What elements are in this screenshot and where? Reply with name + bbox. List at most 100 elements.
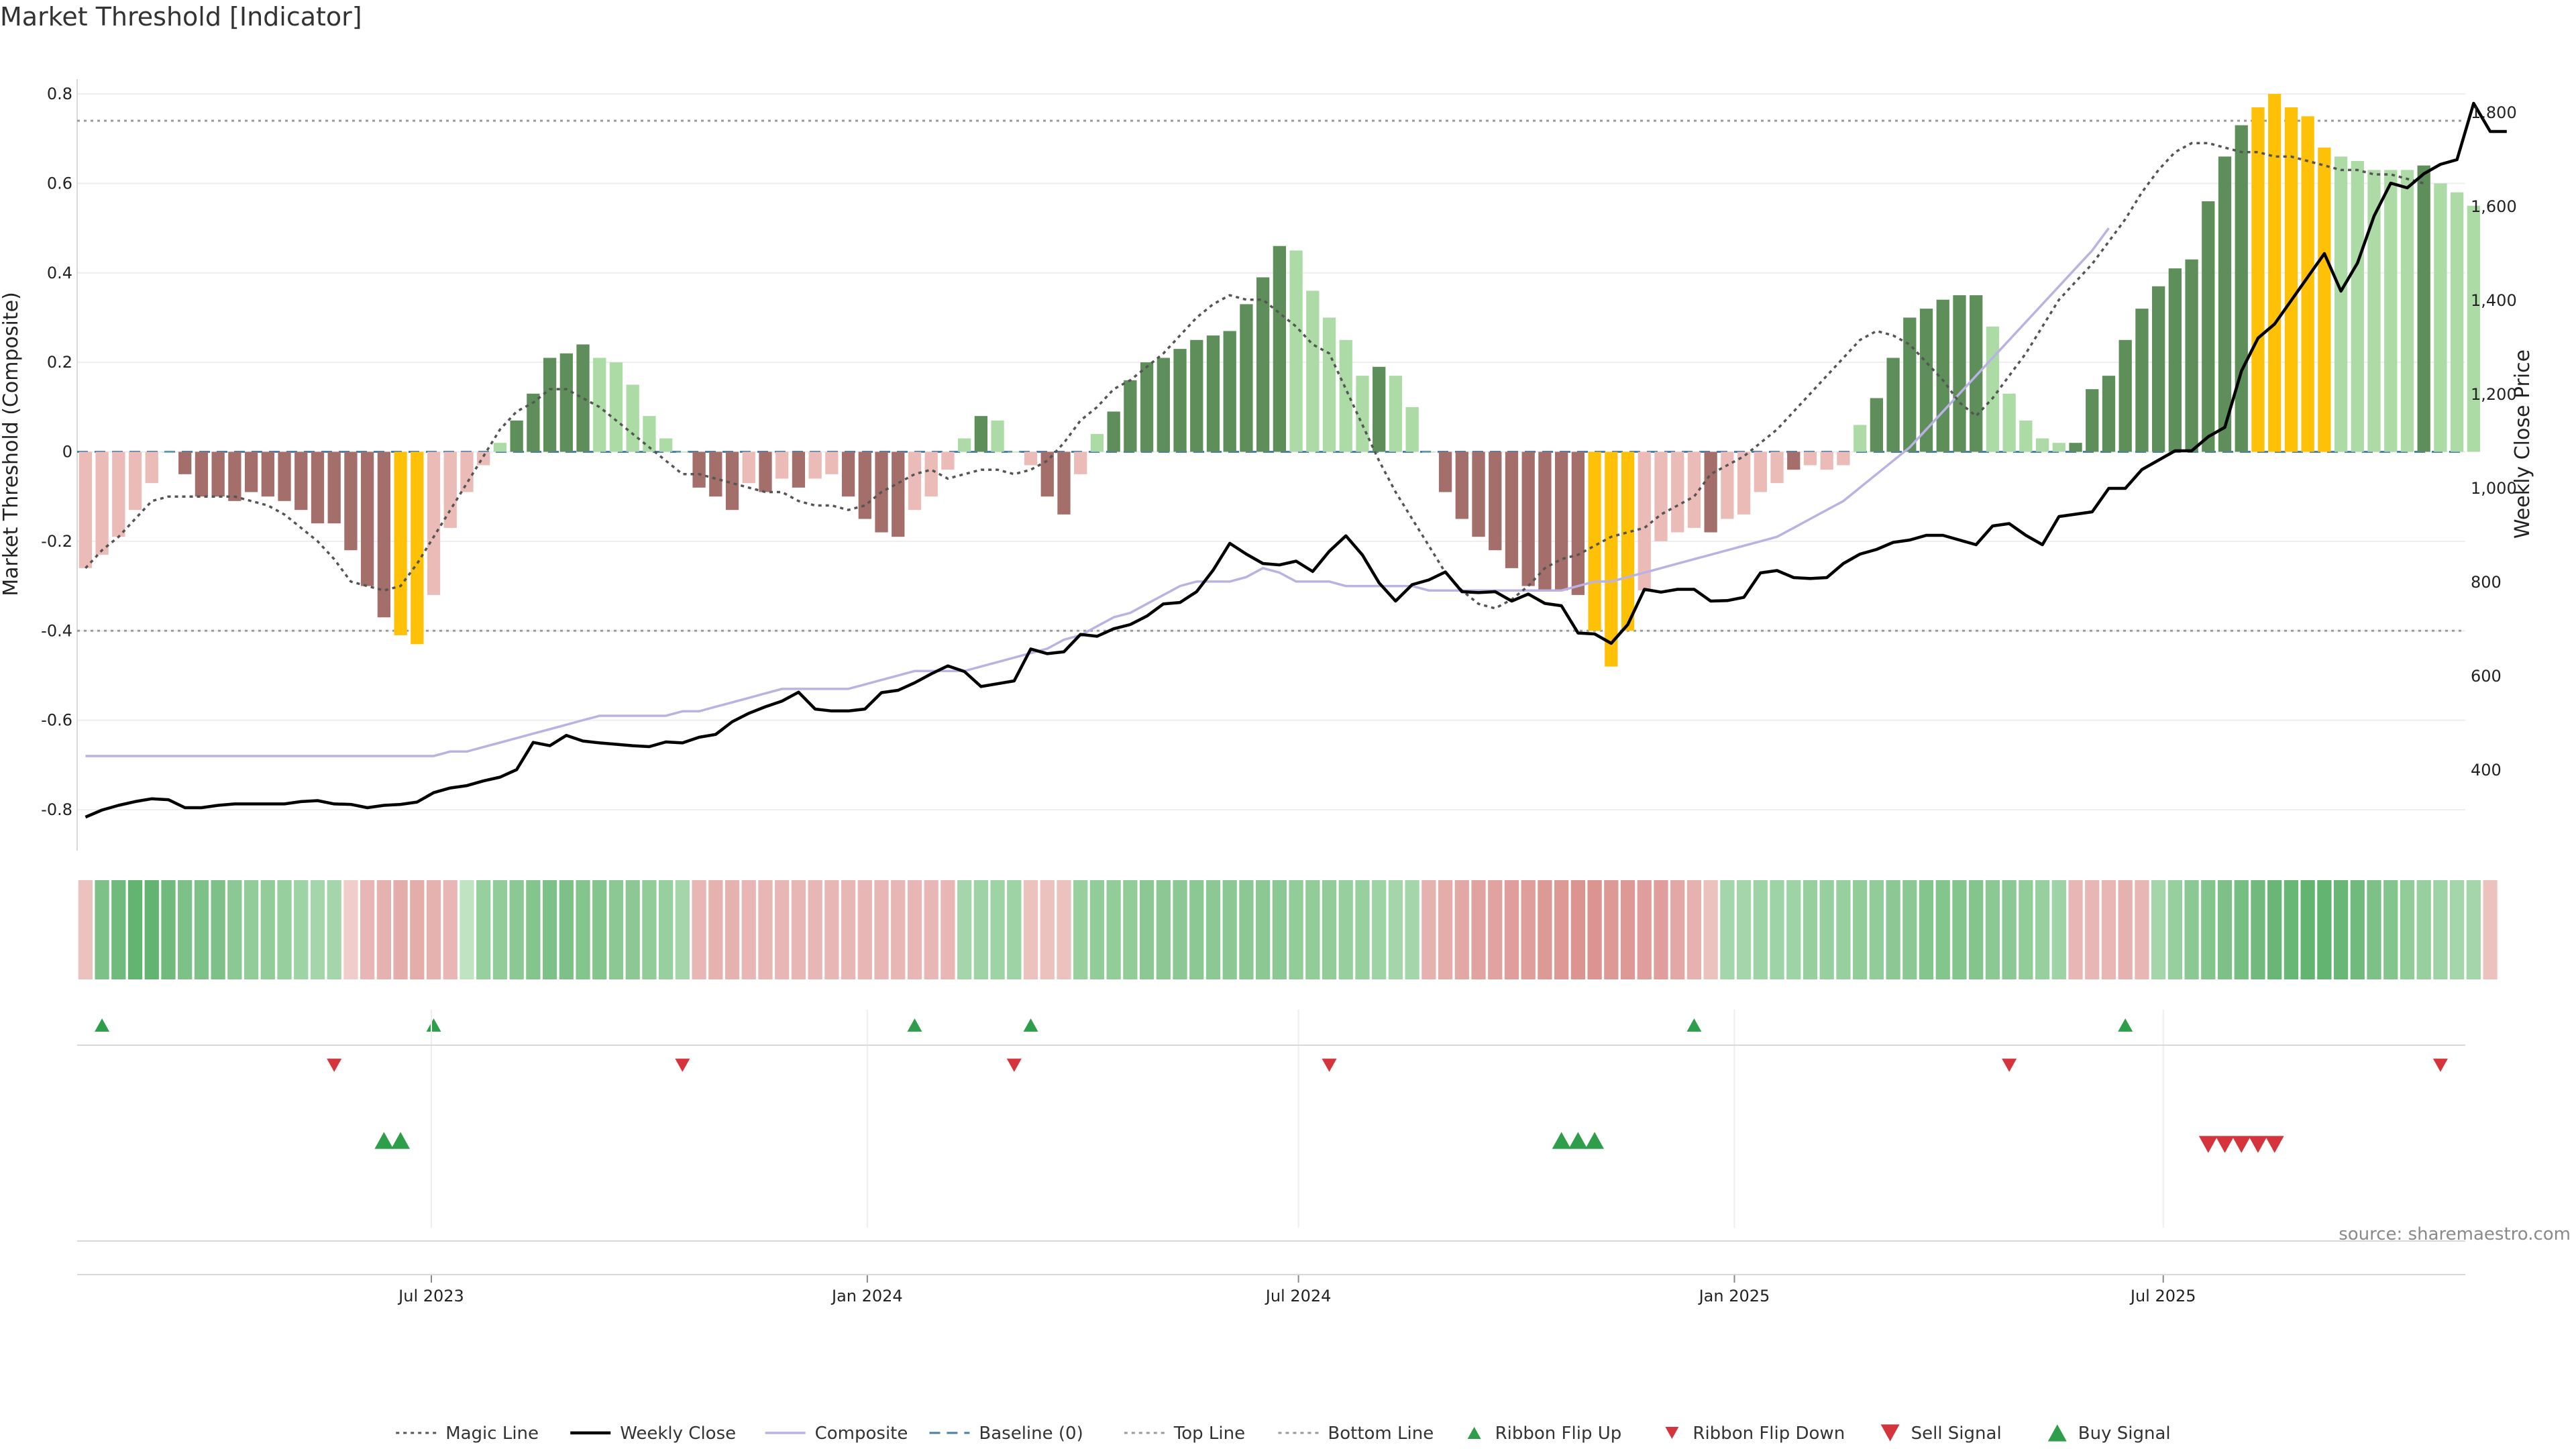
ribbon-cell-53 bbox=[957, 880, 972, 979]
composite-bar-0 bbox=[78, 451, 93, 568]
composite-bar-14 bbox=[311, 451, 325, 524]
composite-bar-142 bbox=[2434, 183, 2447, 452]
composite-bar-66 bbox=[1173, 349, 1187, 452]
y-tick-left-1: 0.6 bbox=[47, 174, 72, 193]
composite-bar-80 bbox=[1405, 407, 1419, 452]
composite-bar-97 bbox=[1687, 451, 1701, 528]
ribbon-cell-50 bbox=[907, 880, 922, 979]
ribbon-cell-131 bbox=[2251, 880, 2265, 979]
composite-bar-45 bbox=[825, 451, 839, 474]
ribbon-cell-58 bbox=[1040, 880, 1055, 979]
composite-bar-29 bbox=[559, 353, 573, 452]
composite-bar-7 bbox=[195, 451, 209, 497]
ribbon-cell-9 bbox=[227, 880, 242, 979]
ribbon-cell-134 bbox=[2300, 880, 2315, 979]
ribbon-cell-45 bbox=[824, 880, 839, 979]
composite-bar-84 bbox=[1472, 451, 1485, 537]
buy-signal-2 bbox=[1552, 1132, 1571, 1149]
ribbon-cell-42 bbox=[775, 880, 790, 979]
ribbon-cell-124 bbox=[2135, 880, 2149, 979]
ribbon-flip-up-2 bbox=[907, 1018, 922, 1032]
composite-bar-105 bbox=[1820, 451, 1833, 470]
composite-bar-36 bbox=[676, 451, 690, 453]
sell-signal-0 bbox=[2198, 1136, 2218, 1153]
x-tick-label-3: Jan 2025 bbox=[1698, 1287, 1770, 1305]
ribbon-cell-67 bbox=[1189, 880, 1204, 979]
composite-bar-8 bbox=[211, 451, 225, 497]
y-tick-right-1: 1,600 bbox=[2471, 197, 2517, 216]
ribbon-cell-44 bbox=[808, 880, 822, 979]
ribbon-cell-145 bbox=[2483, 880, 2498, 979]
x-tick-label-1: Jan 2024 bbox=[830, 1287, 903, 1305]
ribbon-cell-25 bbox=[492, 880, 508, 979]
legend-item-6: Ribbon Flip Up bbox=[1467, 1424, 1621, 1444]
composite-bar-91 bbox=[1588, 451, 1601, 631]
composite-bar-106 bbox=[1837, 451, 1850, 466]
composite-bar-63 bbox=[1124, 380, 1137, 452]
composite-bar-28 bbox=[543, 358, 557, 452]
composite-bar-82 bbox=[1438, 451, 1452, 492]
ribbon-cell-3 bbox=[127, 880, 143, 979]
ribbon-cell-69 bbox=[1222, 880, 1237, 979]
ribbon-cell-31 bbox=[592, 880, 607, 979]
composite-bar-119 bbox=[2052, 443, 2065, 452]
ribbon-cell-26 bbox=[509, 880, 524, 979]
ribbon-cell-91 bbox=[1587, 880, 1602, 979]
composite-bar-9 bbox=[228, 451, 241, 501]
signal-markers bbox=[374, 1132, 2284, 1153]
legend-label-1: Weekly Close bbox=[620, 1424, 736, 1444]
ribbon-cell-56 bbox=[1007, 880, 1022, 979]
ribbon-cell-40 bbox=[741, 880, 756, 979]
composite-bar-16 bbox=[344, 451, 358, 551]
composite-bar-144 bbox=[2467, 205, 2481, 452]
ribbon-flip-down-2 bbox=[1006, 1059, 1022, 1072]
composite-bar-40 bbox=[742, 451, 755, 484]
ribbon-cell-0 bbox=[78, 880, 93, 979]
legend-label-0: Magic Line bbox=[445, 1424, 539, 1444]
ribbon-cell-30 bbox=[576, 880, 590, 979]
composite-bar-72 bbox=[1273, 246, 1287, 452]
ribbon-cell-78 bbox=[1372, 880, 1387, 979]
composite-bar-133 bbox=[2284, 107, 2298, 452]
composite-bar-13 bbox=[294, 451, 308, 511]
composite-bar-92 bbox=[1605, 451, 1618, 667]
composite-bar-118 bbox=[2035, 438, 2049, 452]
ribbon-cell-62 bbox=[1106, 880, 1121, 979]
y-axis-label-right: Weekly Close Price bbox=[2511, 350, 2534, 539]
composite-bar-51 bbox=[924, 451, 938, 497]
ribbon-cell-10 bbox=[244, 880, 259, 979]
ribbon-cell-76 bbox=[1338, 880, 1353, 979]
composite-bar-43 bbox=[792, 451, 806, 488]
y-tick-right-2: 1,400 bbox=[2471, 291, 2517, 310]
ribbon-cell-88 bbox=[1538, 880, 1552, 979]
ribbon-cell-100 bbox=[1736, 880, 1752, 979]
ribbon-cell-133 bbox=[2284, 880, 2299, 979]
legend-item-1: Weekly Close bbox=[570, 1424, 736, 1444]
series-lines bbox=[85, 101, 2507, 819]
composite-bar-70 bbox=[1240, 304, 1253, 452]
ribbon-cell-81 bbox=[1421, 880, 1436, 979]
composite-bar-135 bbox=[2318, 148, 2331, 452]
composite-bar-15 bbox=[327, 451, 341, 524]
composite-bar-67 bbox=[1190, 339, 1203, 452]
ribbon-cell-120 bbox=[2068, 880, 2083, 979]
ribbon-cell-13 bbox=[294, 880, 309, 979]
legend-item-9: Buy Signal bbox=[2047, 1424, 2171, 1444]
composite-bar-126 bbox=[2168, 268, 2182, 452]
ribbon-flip-markers bbox=[95, 1018, 2448, 1072]
ribbon-cell-135 bbox=[2317, 880, 2332, 979]
legend-label-9: Buy Signal bbox=[2078, 1424, 2171, 1444]
composite-bar-143 bbox=[2450, 192, 2464, 452]
composite-bar-100 bbox=[1737, 451, 1751, 515]
legend-label-5: Bottom Line bbox=[1328, 1424, 1434, 1444]
sell-signal-3 bbox=[2248, 1136, 2267, 1153]
ribbon-cell-33 bbox=[625, 880, 640, 979]
ribbon-cell-87 bbox=[1521, 880, 1536, 979]
ribbon-cell-7 bbox=[194, 880, 209, 979]
composite-bar-64 bbox=[1140, 362, 1154, 452]
ribbon-flip-down-1 bbox=[675, 1059, 690, 1072]
y-tick-left-2: 0.4 bbox=[47, 264, 72, 282]
ribbon-cell-79 bbox=[1388, 880, 1403, 979]
composite-bar-107 bbox=[1853, 425, 1867, 452]
ribbon-cell-32 bbox=[608, 880, 624, 979]
